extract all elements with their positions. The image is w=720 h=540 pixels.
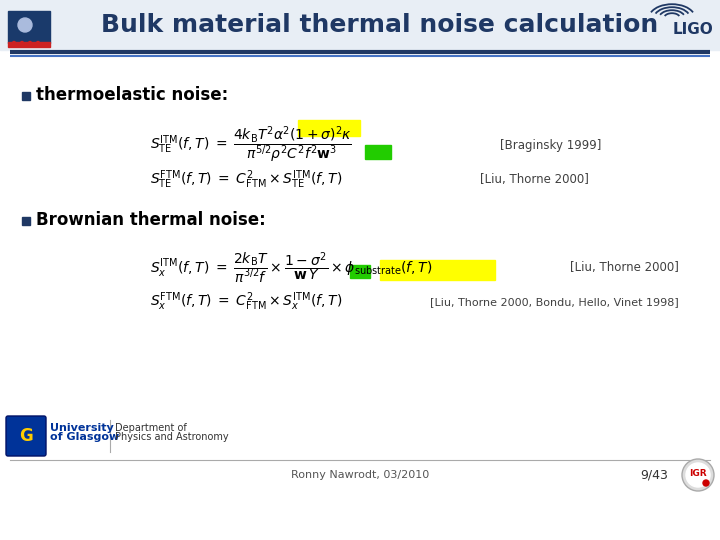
Circle shape bbox=[20, 42, 24, 44]
Text: Ronny Nawrodt, 03/2010: Ronny Nawrodt, 03/2010 bbox=[291, 470, 429, 480]
Bar bbox=[365, 145, 391, 159]
Text: [Liu, Thorne 2000]: [Liu, Thorne 2000] bbox=[570, 261, 679, 274]
Text: University: University bbox=[50, 423, 114, 433]
Circle shape bbox=[37, 42, 40, 44]
Bar bbox=[298, 120, 360, 136]
Text: Physics and Astronomy: Physics and Astronomy bbox=[115, 432, 229, 442]
Bar bbox=[8, 11, 50, 43]
Text: $S_{x}^{\mathrm{FTM}}(f,T)\;=\;C_{\mathrm{FTM}}^{2}\times S_{x}^{\mathrm{ITM}}(f: $S_{x}^{\mathrm{FTM}}(f,T)\;=\;C_{\mathr… bbox=[150, 291, 342, 313]
Text: of Glasgow: of Glasgow bbox=[50, 432, 120, 442]
Text: [Liu, Thorne 2000, Bondu, Hello, Vinet 1998]: [Liu, Thorne 2000, Bondu, Hello, Vinet 1… bbox=[430, 297, 679, 307]
Text: [Braginsky 1999]: [Braginsky 1999] bbox=[500, 138, 601, 152]
Circle shape bbox=[18, 18, 32, 32]
FancyBboxPatch shape bbox=[6, 416, 46, 456]
Text: 9/43: 9/43 bbox=[640, 469, 668, 482]
Text: Department of: Department of bbox=[115, 423, 186, 433]
Text: LIGO: LIGO bbox=[672, 23, 714, 37]
Circle shape bbox=[703, 480, 709, 486]
Circle shape bbox=[686, 463, 710, 487]
Text: [Liu, Thorne 2000]: [Liu, Thorne 2000] bbox=[480, 173, 589, 186]
Text: $S_{\mathrm{TE}}^{\mathrm{ITM}}(f,T)\;=\;\dfrac{4k_{\mathrm{B}}T^{2}\alpha^{2}(1: $S_{\mathrm{TE}}^{\mathrm{ITM}}(f,T)\;=\… bbox=[150, 125, 352, 165]
Circle shape bbox=[29, 42, 32, 44]
Bar bbox=[22, 217, 30, 225]
Bar bbox=[0, 0, 720, 50]
Bar bbox=[22, 92, 30, 100]
Text: Brownian thermal noise:: Brownian thermal noise: bbox=[36, 211, 266, 229]
Bar bbox=[350, 265, 370, 278]
Text: Bulk material thermal noise calculation: Bulk material thermal noise calculation bbox=[102, 13, 659, 37]
Text: IGR: IGR bbox=[689, 469, 707, 477]
Circle shape bbox=[682, 459, 714, 491]
Text: thermoelastic noise:: thermoelastic noise: bbox=[36, 86, 228, 104]
Text: $S_{\mathrm{TE}}^{\mathrm{FTM}}(f,T)\;=\;C_{\mathrm{FTM}}^{2}\times S_{\mathrm{T: $S_{\mathrm{TE}}^{\mathrm{FTM}}(f,T)\;=\… bbox=[150, 168, 342, 191]
Text: G: G bbox=[19, 427, 33, 445]
Circle shape bbox=[12, 42, 16, 44]
Text: $S_{x}^{\mathrm{ITM}}(f,T)\;=\;\dfrac{2k_{\mathrm{B}}T}{\pi^{3/2}f}\times\dfrac{: $S_{x}^{\mathrm{ITM}}(f,T)\;=\;\dfrac{2k… bbox=[150, 251, 433, 285]
Bar bbox=[380, 260, 495, 280]
Bar bbox=[8, 42, 50, 47]
